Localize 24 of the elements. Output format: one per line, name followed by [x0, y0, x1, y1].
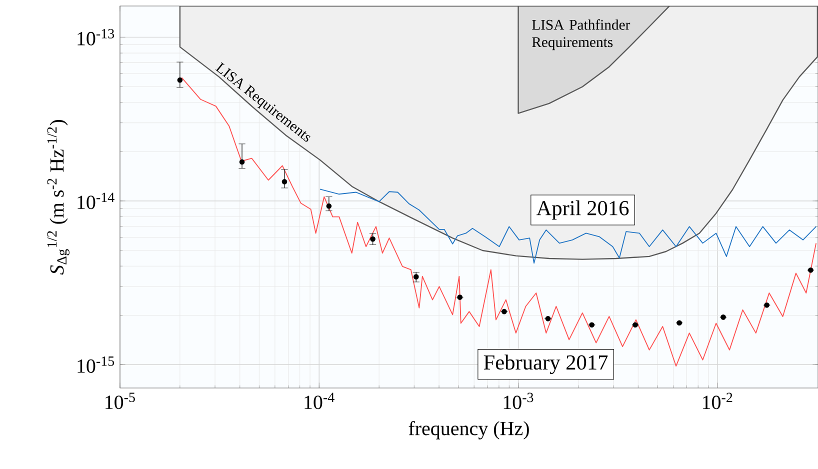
y-axis-title: S$_{Δg}$$^{1/2}$ (m s$^{-2}$ Hz$^{-1/2}$): [47, 120, 70, 275]
point: [764, 302, 770, 308]
point: [370, 236, 376, 242]
point: [676, 320, 682, 326]
point: [457, 294, 463, 300]
legend-label: LISA Pathfinder Requirements: [532, 19, 630, 50]
x-axis-title: frequency (Hz): [408, 421, 529, 440]
point: [545, 316, 551, 322]
x-tick-label: 10$^{-3}$: [504, 392, 534, 410]
series-label: February 2017: [484, 354, 608, 374]
point: [326, 203, 332, 209]
point: [632, 322, 638, 328]
y-tick-label: 10$^{-13}$: [78, 28, 114, 46]
point: [413, 274, 419, 280]
y-tick-label: 10$^{-15}$: [78, 356, 114, 373]
point: [239, 159, 245, 165]
point: [589, 322, 594, 328]
x-tick-label: 10$^{-4}$: [304, 392, 334, 410]
x-tick-label: 10$^{-5}$: [106, 392, 135, 410]
point: [282, 179, 288, 184]
x-tick-label: 10$^{-2}$: [703, 392, 732, 410]
y-tick-label: 10$^{-14}$: [78, 192, 114, 210]
point: [502, 308, 507, 314]
series-label: April 2016: [536, 200, 629, 220]
